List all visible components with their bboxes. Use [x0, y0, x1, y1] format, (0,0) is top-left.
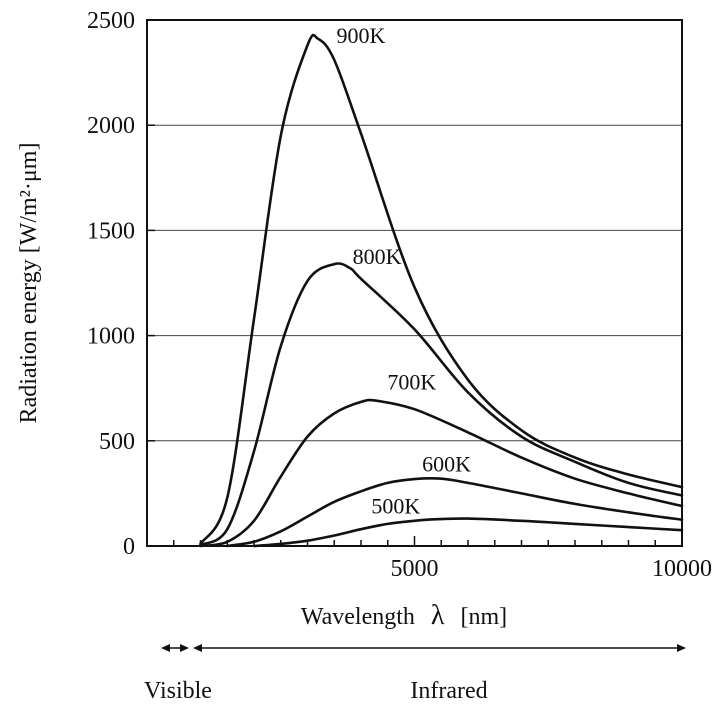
ytick-label-1000: 1000	[87, 324, 135, 350]
series-label-500K: 500K	[371, 493, 420, 518]
ytick-label-2500: 2500	[87, 8, 135, 34]
curve-800K	[199, 262, 684, 547]
xtick-label-10000: 10000	[652, 556, 712, 582]
series-label-700K: 700K	[387, 369, 436, 394]
x-axis-label-symbol: λ	[431, 600, 445, 631]
infrared-band-arrow	[193, 644, 686, 652]
series-label-600K: 600K	[422, 451, 471, 476]
visible-band-label: Visible	[144, 678, 212, 704]
gridlines	[147, 124, 682, 442]
axis-ticks	[147, 19, 656, 547]
visible-band-arrow	[161, 644, 189, 652]
x-axis-label: Wavelength λ [nm]	[301, 600, 507, 631]
x-axis-label-unit: [nm]	[460, 604, 507, 630]
infrared-band-label: Infrared	[410, 678, 487, 704]
y-axis-label: Radiation energy [W/m²·μm]	[16, 143, 42, 424]
ytick-label-500: 500	[99, 429, 135, 455]
ytick-label-1500: 1500	[87, 218, 135, 244]
y-tick-labels: 0 500 1000 1500 2000 2500	[87, 8, 135, 560]
curve-500K	[252, 517, 684, 548]
curve-600K	[226, 477, 684, 548]
x-axis-label-main: Wavelength	[301, 604, 415, 630]
series-label-900K: 900K	[337, 23, 386, 48]
curve-900K	[199, 33, 684, 546]
curve-700K	[199, 398, 684, 548]
series-curves	[199, 33, 684, 548]
x-tick-labels: 5000 10000	[391, 556, 713, 582]
series-label-800K: 800K	[353, 244, 402, 269]
xtick-label-5000: 5000	[391, 556, 439, 582]
ytick-label-2000: 2000	[87, 113, 135, 139]
ytick-label-0: 0	[123, 534, 135, 560]
